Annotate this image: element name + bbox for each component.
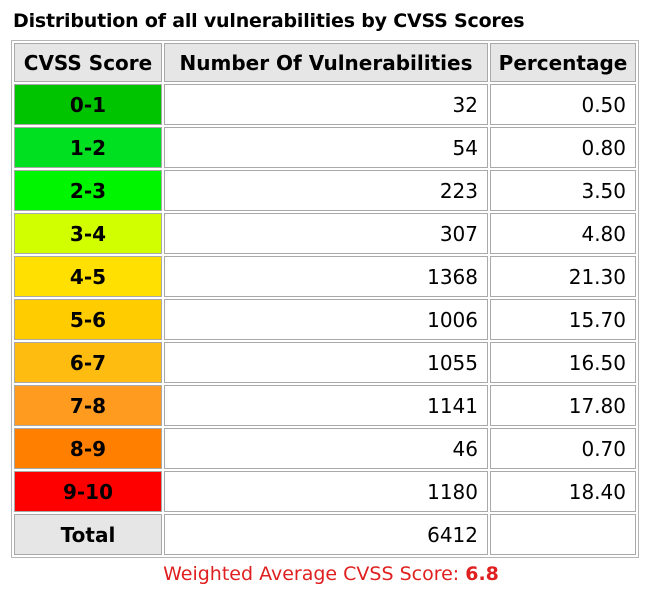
table-row: 5-6 1006 15.70 (14, 299, 636, 340)
header-number-of-vulnerabilities: Number Of Vulnerabilities (164, 43, 488, 82)
table-row: 6-7 1055 16.50 (14, 342, 636, 383)
vulnerability-count-cell: 46 (164, 428, 488, 469)
percentage-cell: 15.70 (490, 299, 636, 340)
table-row: 1-2 54 0.80 (14, 127, 636, 168)
vulnerability-count-cell: 1180 (164, 471, 488, 512)
table-row: 8-9 46 0.70 (14, 428, 636, 469)
percentage-cell: 18.40 (490, 471, 636, 512)
percentage-cell: 3.50 (490, 170, 636, 211)
percentage-cell: 4.80 (490, 213, 636, 254)
cvss-score-cell: 6-7 (14, 342, 162, 383)
total-percentage (490, 514, 636, 555)
table-row: 7-8 1141 17.80 (14, 385, 636, 426)
header-percentage: Percentage (490, 43, 636, 82)
header-cvss-score: CVSS Score (14, 43, 162, 82)
table-title: Distribution of all vulnerabilities by C… (13, 10, 525, 32)
table-row: 3-4 307 4.80 (14, 213, 636, 254)
total-row: Total 6412 (14, 514, 636, 555)
vulnerability-count-cell: 32 (164, 84, 488, 125)
percentage-cell: 0.50 (490, 84, 636, 125)
weighted-average-label: Weighted Average CVSS Score: (163, 563, 460, 585)
vulnerability-count-cell: 1055 (164, 342, 488, 383)
percentage-cell: 0.80 (490, 127, 636, 168)
table-body: 0-1 32 0.50 1-2 54 0.80 2-3 223 3.50 3-4 307 4.80 4-… (14, 84, 636, 512)
cvss-score-cell: 1-2 (14, 127, 162, 168)
vulnerability-count-cell: 1006 (164, 299, 488, 340)
cvss-score-cell: 9-10 (14, 471, 162, 512)
header-row: CVSS Score Number Of Vulnerabilities Per… (14, 43, 636, 82)
cvss-score-cell: 2-3 (14, 170, 162, 211)
percentage-cell: 21.30 (490, 256, 636, 297)
cvss-score-cell: 7-8 (14, 385, 162, 426)
vulnerability-count-cell: 1141 (164, 385, 488, 426)
percentage-cell: 17.80 (490, 385, 636, 426)
vulnerability-count-cell: 1368 (164, 256, 488, 297)
cvss-score-cell: 3-4 (14, 213, 162, 254)
table-row: 2-3 223 3.50 (14, 170, 636, 211)
table-row: 4-5 1368 21.30 (14, 256, 636, 297)
vulnerability-count-cell: 223 (164, 170, 488, 211)
cvss-score-cell: 0-1 (14, 84, 162, 125)
vulnerability-count-cell: 54 (164, 127, 488, 168)
total-count: 6412 (164, 514, 488, 555)
vulnerability-count-cell: 307 (164, 213, 488, 254)
cvss-distribution-table: CVSS Score Number Of Vulnerabilities Per… (11, 40, 639, 558)
percentage-cell: 16.50 (490, 342, 636, 383)
cvss-score-cell: 5-6 (14, 299, 162, 340)
table-row: 0-1 32 0.50 (14, 84, 636, 125)
weighted-average-value: 6.8 (465, 563, 499, 585)
cvss-score-cell: 4-5 (14, 256, 162, 297)
table-row: 9-10 1180 18.40 (14, 471, 636, 512)
cvss-score-cell: 8-9 (14, 428, 162, 469)
weighted-average-score: Weighted Average CVSS Score: 6.8 (0, 563, 662, 585)
percentage-cell: 0.70 (490, 428, 636, 469)
total-label: Total (14, 514, 162, 555)
